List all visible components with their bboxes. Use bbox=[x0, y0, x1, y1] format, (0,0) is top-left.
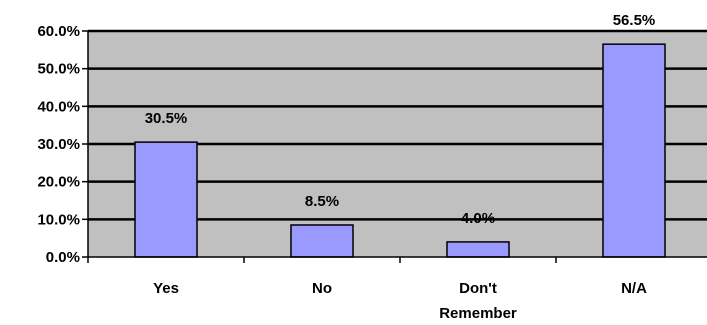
y-axis-ticks: 0.0% 10.0% 20.0% 30.0% 40.0% 50.0% 60.0% bbox=[37, 23, 89, 266]
data-label: 4.0% bbox=[461, 210, 495, 227]
x-category-label: Don't bbox=[459, 280, 497, 297]
x-category-label: N/A bbox=[621, 280, 647, 297]
data-label: 8.5% bbox=[305, 193, 339, 210]
y-tick-label: 10.0% bbox=[37, 211, 80, 228]
bar bbox=[602, 43, 666, 258]
y-tick-label: 30.0% bbox=[37, 136, 80, 153]
x-category-label: No bbox=[312, 280, 332, 297]
y-tick-label: 40.0% bbox=[37, 98, 80, 115]
x-category-label: Yes bbox=[153, 280, 179, 297]
bar bbox=[134, 141, 198, 258]
x-axis: Yes No Don't Remember N/A bbox=[87, 256, 707, 322]
x-category-label: Remember bbox=[439, 305, 517, 322]
data-label: 56.5% bbox=[613, 12, 656, 29]
y-tick-label: 20.0% bbox=[37, 174, 80, 191]
y-tick-label: 60.0% bbox=[37, 23, 80, 40]
bar bbox=[446, 241, 510, 258]
bar bbox=[290, 224, 354, 258]
y-tick-label: 50.0% bbox=[37, 61, 80, 78]
data-label: 30.5% bbox=[145, 110, 188, 127]
bars bbox=[134, 43, 666, 258]
data-labels: 30.5% 8.5% 4.0% 56.5% bbox=[145, 12, 656, 227]
y-tick-label: 0.0% bbox=[46, 249, 80, 266]
